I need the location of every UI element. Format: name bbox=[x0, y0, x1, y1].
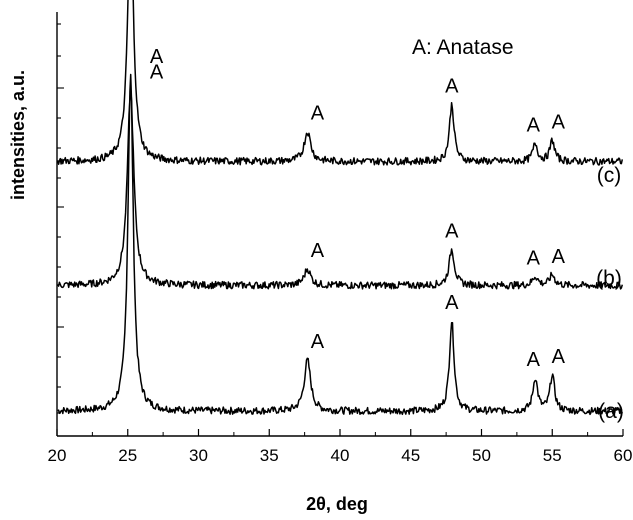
legend-note: A: Anatase bbox=[412, 36, 514, 59]
peak-label: A bbox=[311, 240, 325, 262]
peak-label: A bbox=[527, 115, 541, 137]
peak-label: A bbox=[150, 46, 164, 68]
peak-label: A bbox=[445, 221, 459, 243]
x-tick-label: 40 bbox=[331, 446, 350, 465]
x-tick-label: 45 bbox=[401, 446, 420, 465]
peak-label: A bbox=[552, 346, 566, 368]
trace-line-a bbox=[57, 73, 623, 416]
x-tick-label: 55 bbox=[543, 446, 562, 465]
trace-label: (b) bbox=[596, 267, 622, 290]
x-tick-label: 60 bbox=[614, 446, 633, 465]
peak-label: A bbox=[311, 331, 325, 353]
x-tick-label: 35 bbox=[260, 446, 279, 465]
peak-label: A bbox=[552, 112, 566, 134]
trace-label: (c) bbox=[597, 164, 622, 187]
peak-label: A bbox=[311, 103, 325, 125]
trace-label: (a) bbox=[598, 400, 624, 423]
peak-label: A bbox=[445, 292, 459, 314]
x-axis-title: 2θ, deg bbox=[306, 494, 368, 514]
x-tick-label: 20 bbox=[48, 446, 67, 465]
x-tick-label: 25 bbox=[118, 446, 137, 465]
peak-label: A bbox=[150, 62, 164, 84]
x-tick-label: 50 bbox=[472, 446, 491, 465]
x-tick-label: 30 bbox=[189, 446, 208, 465]
y-axis-title: intensities, a.u. bbox=[8, 70, 28, 200]
peak-label: A bbox=[445, 76, 459, 98]
peak-label: A bbox=[552, 246, 566, 268]
peak-label: A bbox=[527, 248, 541, 270]
trace-line-c bbox=[56, 0, 624, 166]
peak-label: A bbox=[527, 349, 541, 371]
trace-line-b bbox=[57, 88, 624, 290]
